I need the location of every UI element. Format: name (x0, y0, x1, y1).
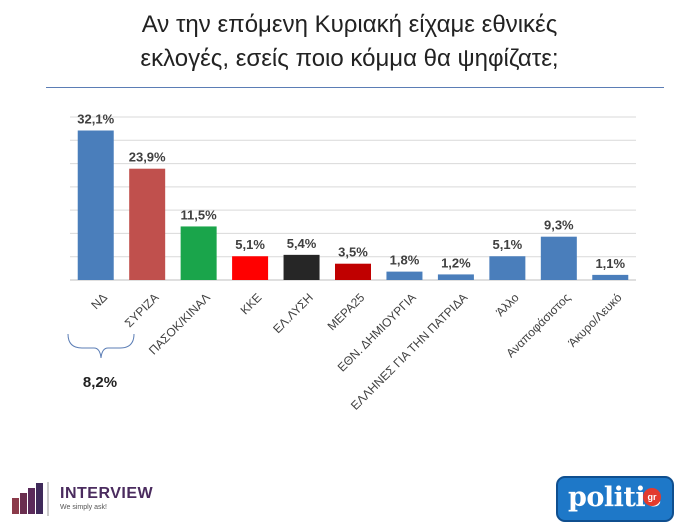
politic-logo: politic gr (556, 476, 674, 522)
bar-11 (592, 274, 629, 280)
title-line-1: Αν την επόμενη Κυριακή είχαμε εθνικές (141, 11, 558, 38)
lead-gap-label: 8,2% (82, 374, 118, 391)
data-label-1: 32,1% (77, 112, 114, 127)
data-label-4: 5,1% (235, 237, 265, 252)
data-label-11: 1,1% (595, 256, 625, 271)
data-label-5: 5,4% (287, 236, 317, 251)
bar-5 (283, 254, 320, 280)
x-tick-label-5: ΕΛ.ΛΥΣΗ (270, 290, 316, 336)
lead-gap-bracket (67, 333, 135, 359)
bar-1 (77, 130, 114, 280)
politic-logo-suffix: gr (643, 488, 661, 506)
data-label-3: 11,5% (181, 207, 218, 222)
bar-10 (540, 236, 577, 280)
bar-chart: 32,1%ΝΔ23,9%ΣΥΡΙΖΑ11,5%ΠΑΣΟΚ/ΚΙΝΑΛ5,1%ΚΚ… (70, 112, 636, 413)
x-tick-label-2: ΣΥΡΙΖΑ (122, 290, 162, 330)
bar-3 (180, 226, 217, 280)
data-label-7: 1,8% (390, 253, 420, 268)
chart-title: Αν την επόμενη Κυριακή είχαμε εθνικές εκ… (0, 8, 699, 76)
bar-2 (129, 168, 166, 280)
bar-8 (437, 274, 474, 280)
bar-6 (335, 263, 371, 280)
interview-logo: INTERVIEW We simply ask! (10, 480, 180, 520)
x-tick-label-9: Άλλο (493, 290, 522, 319)
data-label-9: 5,1% (493, 237, 523, 252)
interview-logo-name: INTERVIEW (60, 485, 154, 502)
data-label-10: 9,3% (544, 218, 574, 233)
x-tick-label-11: Άκυρο/Λευκό (565, 290, 625, 350)
data-label-2: 23,9% (129, 150, 166, 165)
interview-logo-icon (12, 482, 49, 516)
title-divider (46, 87, 664, 88)
title-line-2: εκλογές, εσείς ποιο κόμμα θα ψηφίζατε; (140, 45, 559, 72)
data-label-6: 3,5% (338, 245, 368, 260)
bar-4 (232, 256, 269, 280)
x-tick-label-4: ΚΚΕ (238, 290, 265, 317)
bar-7 (386, 271, 423, 280)
x-tick-label-6: ΜΕΡΑ25 (325, 290, 368, 333)
data-label-8: 1,2% (441, 255, 471, 270)
x-tick-label-1: ΝΔ (88, 290, 110, 312)
bar-9 (489, 256, 526, 280)
interview-logo-tagline: We simply ask! (60, 504, 107, 511)
